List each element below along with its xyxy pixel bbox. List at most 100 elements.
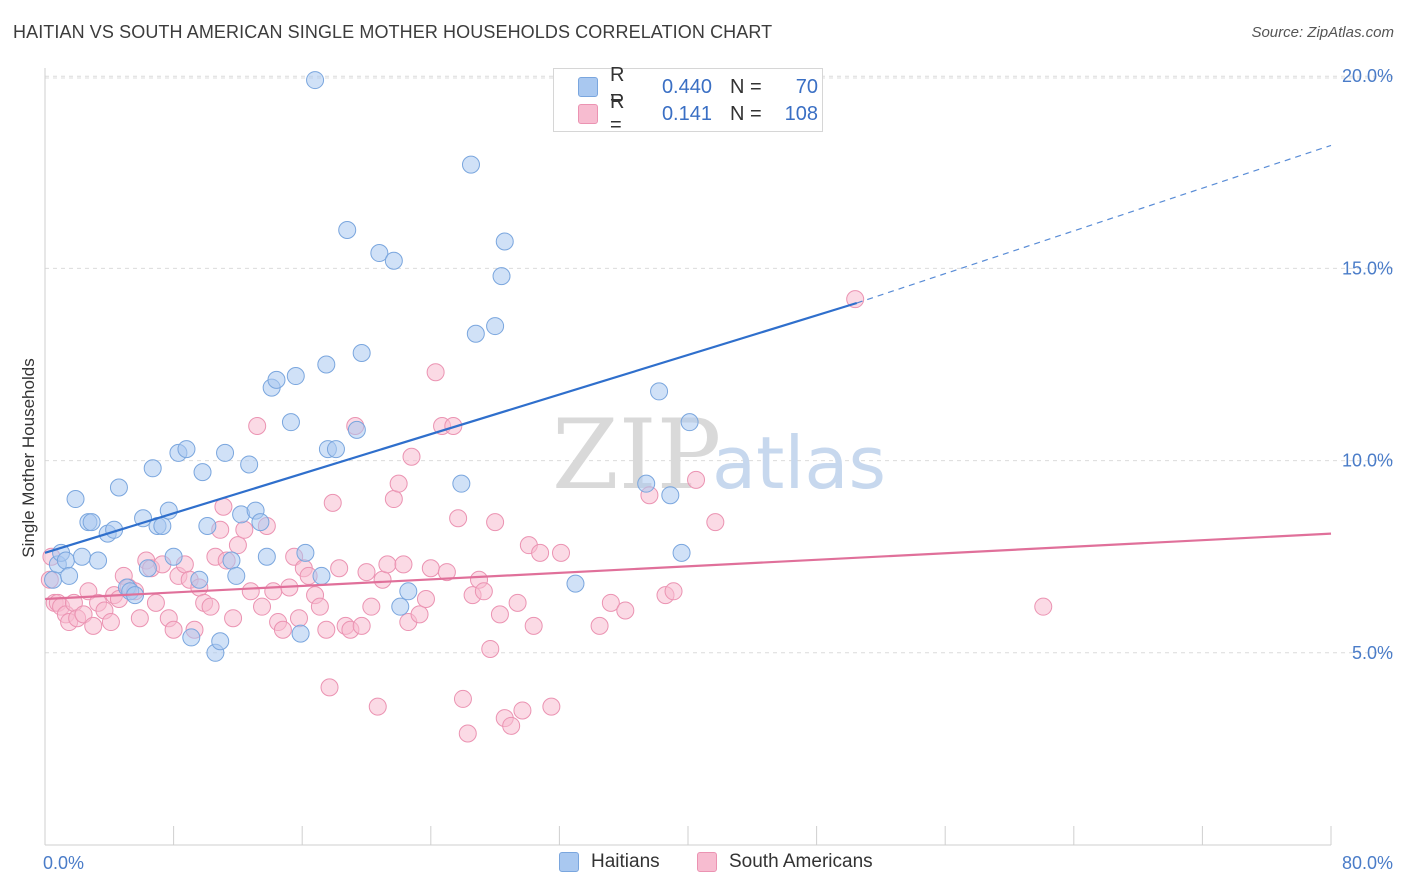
- south-americans-point: [368, 697, 387, 716]
- haitians-point: [347, 420, 366, 439]
- south-americans-point: [362, 597, 381, 616]
- south-americans-point: [449, 509, 468, 528]
- legend-r-label: R =: [610, 64, 625, 109]
- legend-label-south-americans: South Americans: [729, 851, 873, 872]
- south-americans-point: [502, 716, 521, 735]
- south-americans-point: [513, 701, 532, 720]
- haitians-point: [216, 443, 235, 462]
- haitians-point: [286, 367, 305, 386]
- south-americans-point: [474, 582, 493, 601]
- haitians-point: [44, 570, 63, 589]
- south-americans-point: [531, 543, 550, 562]
- legend-n-label: N =: [730, 102, 762, 125]
- south-americans-point: [352, 616, 371, 635]
- haitians-point: [72, 547, 91, 566]
- south-americans-point: [444, 417, 463, 436]
- south-americans-swatch-icon: [697, 852, 717, 872]
- south-americans-point: [458, 724, 477, 743]
- haitians-point: [267, 370, 286, 389]
- haitians-point: [452, 474, 471, 493]
- south-americans-point: [552, 543, 571, 562]
- south-americans-point: [416, 589, 435, 608]
- south-americans-point: [320, 678, 339, 697]
- haitians-points: [44, 71, 699, 662]
- haitians-point: [650, 382, 669, 401]
- south-americans-point: [273, 620, 292, 639]
- haitians-point: [89, 551, 108, 570]
- south-americans-point: [235, 520, 254, 539]
- haitians-point: [384, 251, 403, 270]
- south-americans-point: [101, 613, 120, 632]
- correlation-legend: R = 0.440 N = 70 R = 0.141 N = 108: [553, 64, 823, 136]
- legend-r-value: 0.141: [661, 102, 712, 125]
- south-americans-point: [616, 601, 635, 620]
- legend-row-haitians: R = 0.440 N = 70: [578, 64, 818, 109]
- y-axis-label: Single Mother Households: [19, 358, 38, 557]
- legend-n-value: 70: [795, 75, 818, 98]
- south-americans-point: [402, 447, 421, 466]
- legend-item-haitians[interactable]: Haitians: [559, 851, 660, 873]
- haitians-point: [672, 543, 691, 562]
- legend-n-value: 108: [784, 102, 818, 125]
- south-americans-point: [453, 689, 472, 708]
- south-americans-point: [490, 605, 509, 624]
- haitians-point: [138, 559, 157, 578]
- south-americans-point: [241, 582, 260, 601]
- haitians-trend-line: [44, 301, 858, 554]
- south-americans-trend-line: [44, 532, 1332, 601]
- south-americans-point: [687, 470, 706, 489]
- south-americans-point: [706, 513, 725, 532]
- legend-item-south-americans[interactable]: South Americans: [697, 851, 873, 873]
- haitians-point: [227, 566, 246, 585]
- south-americans-point: [248, 417, 267, 436]
- south-americans-point: [164, 620, 183, 639]
- south-americans-point: [201, 597, 220, 616]
- haitians-point: [338, 220, 357, 239]
- haitians-point: [566, 574, 585, 593]
- haitians-point: [82, 513, 101, 532]
- south-americans-point: [481, 639, 500, 658]
- haitians-point: [109, 478, 128, 497]
- watermark-atlas: atlas: [712, 421, 886, 505]
- haitians-point: [177, 440, 196, 459]
- south-americans-point: [253, 597, 272, 616]
- legend-row-south-americans: R = 0.141 N = 108: [578, 91, 818, 136]
- haitians-point: [164, 547, 183, 566]
- south-americans-point: [74, 605, 93, 624]
- haitians-point: [182, 628, 201, 647]
- haitians-point: [281, 413, 300, 432]
- haitians-point: [326, 440, 345, 459]
- legend-r-label: R =: [610, 91, 625, 136]
- haitians-point: [257, 547, 276, 566]
- south-americans-point: [228, 536, 247, 555]
- y-tick-label: 10.0%: [1342, 451, 1393, 471]
- haitians-point: [211, 632, 230, 651]
- haitians-point: [461, 155, 480, 174]
- south-americans-point: [508, 593, 527, 612]
- south-americans-point: [410, 605, 429, 624]
- haitians-point: [60, 566, 79, 585]
- haitians-point: [492, 267, 511, 286]
- south-americans-point: [330, 559, 349, 578]
- haitians-point: [291, 624, 310, 643]
- y-tick-label: 5.0%: [1352, 643, 1393, 663]
- south-americans-point: [357, 563, 376, 582]
- south-americans-point: [601, 593, 620, 612]
- south-americans-point: [846, 290, 865, 309]
- haitians-point: [222, 551, 241, 570]
- south-americans-point: [289, 609, 308, 628]
- legend-r-value: 0.440: [661, 75, 712, 98]
- haitians-point: [66, 490, 85, 509]
- haitians-point: [466, 324, 485, 343]
- haitians-trend-extension: [856, 144, 1332, 304]
- axes: [44, 68, 1332, 846]
- south-americans-point: [323, 493, 342, 512]
- south-americans-point: [310, 597, 329, 616]
- haitians-point: [193, 463, 212, 482]
- south-americans-point: [394, 555, 413, 574]
- grid-lines: [45, 75, 1393, 654]
- haitians-point: [495, 232, 514, 251]
- haitians-point: [637, 474, 656, 493]
- south-americans-point: [437, 563, 456, 582]
- y-tick-label: 15.0%: [1342, 258, 1393, 278]
